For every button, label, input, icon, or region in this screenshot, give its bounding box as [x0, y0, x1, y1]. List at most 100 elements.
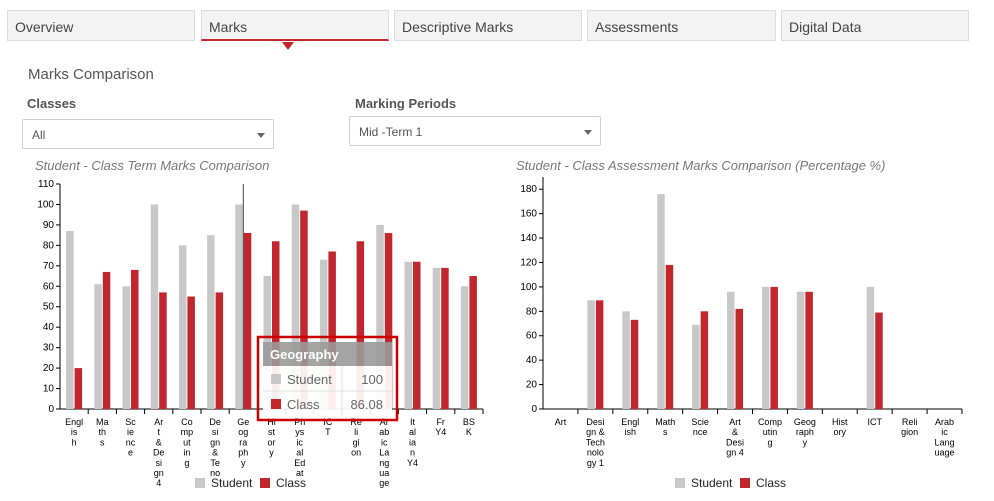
tooltip-title: Geography: [270, 347, 339, 362]
y-tick-label: 90: [43, 220, 55, 231]
tab-descriptive-marks[interactable]: Descriptive Marks: [394, 10, 582, 41]
x-category-label: n: [410, 448, 415, 458]
x-category-label: y: [269, 448, 274, 458]
y-tick-label: 120: [520, 257, 537, 268]
y-tick-label: 100: [37, 199, 54, 210]
x-category-label: Y4: [407, 458, 418, 468]
x-category-label: ys: [295, 427, 305, 437]
x-category-label: si: [212, 427, 219, 437]
x-category-label: gy 1: [587, 458, 604, 468]
tab-bar: Overview Marks Descriptive Marks Assessm…: [7, 10, 969, 43]
y-tick-label: 100: [520, 282, 537, 293]
x-category-label: Tech: [586, 437, 605, 447]
x-category-label: gn 4: [726, 448, 744, 458]
tab-digital-data[interactable]: Digital Data: [781, 10, 969, 41]
bar-class: [215, 292, 224, 409]
active-tab-caret-icon: [282, 42, 294, 50]
x-category-label: Lang: [935, 437, 955, 447]
tooltip-header: [263, 342, 392, 366]
bar-class: [102, 271, 111, 409]
x-category-label: ua: [379, 468, 389, 478]
x-category-label: IC: [323, 417, 333, 427]
y-tick-label: 70: [43, 261, 55, 272]
x-category-label: li: [354, 427, 358, 437]
y-tick-label: 40: [526, 355, 538, 366]
x-category-label: Ed: [294, 458, 305, 468]
x-category-label: h: [72, 437, 77, 447]
x-category-label: ory: [834, 427, 847, 437]
chevron-down-icon: [257, 133, 265, 138]
y-tick-label: 80: [526, 306, 538, 317]
tooltip-highlight-frame: [256, 335, 399, 422]
legend-swatch-class: [260, 478, 270, 488]
x-category-label: uage: [935, 448, 955, 458]
bar-student: [587, 300, 595, 409]
bar-class: [595, 300, 604, 409]
legend-swatch-student: [675, 478, 685, 488]
tooltip-row-value: 100: [361, 372, 383, 387]
x-category-label: th: [99, 427, 107, 437]
bar-class: [413, 261, 421, 409]
x-category-label: Hist: [832, 417, 848, 427]
x-category-label: ut: [183, 437, 191, 447]
x-category-label: Sc: [125, 417, 136, 427]
y-tick-label: 0: [48, 404, 54, 415]
bar-student: [376, 224, 384, 409]
x-category-label: Reli: [902, 417, 918, 427]
bar-class: [805, 291, 813, 409]
x-category-label: T: [325, 427, 331, 437]
y-tick-label: 180: [520, 184, 537, 195]
bar-class: [700, 311, 709, 409]
bar-class: [441, 267, 449, 409]
x-category-label: Te: [210, 458, 220, 468]
chart-tooltip: Geography Student 100 Class 86.08: [256, 335, 399, 422]
x-category-label: og: [238, 427, 248, 437]
x-category-label: Art: [555, 417, 567, 427]
bar-class: [665, 264, 674, 409]
y-tick-label: 50: [43, 302, 55, 313]
y-tick-label: 60: [43, 281, 55, 292]
chart-legend: Student Class: [675, 476, 786, 490]
bar-student: [207, 235, 215, 409]
x-category-label: Arab: [935, 417, 954, 427]
x-category-label: st: [268, 427, 276, 437]
x-category-label: or: [267, 437, 275, 447]
classes-select[interactable]: All: [22, 119, 274, 149]
legend-swatch-student: [195, 478, 205, 488]
legend-swatch-class: [740, 478, 750, 488]
x-category-label: raph: [796, 427, 814, 437]
x-category-label: Ph: [294, 417, 305, 427]
x-category-label: is: [71, 427, 78, 437]
x-category-label: gn &: [586, 427, 605, 437]
x-category-label: ie: [127, 427, 134, 437]
bar-class: [328, 251, 336, 409]
bar-student: [94, 284, 102, 409]
bar-class: [469, 276, 477, 409]
x-category-label: Y4: [435, 427, 446, 437]
bar-class: [630, 319, 639, 409]
x-category-label: &: [156, 437, 162, 447]
tooltip-row-value: 86.08: [350, 397, 383, 412]
x-category-label: Art: [729, 417, 741, 427]
x-category-label: Desi: [726, 437, 744, 447]
tab-overview[interactable]: Overview: [7, 10, 195, 41]
bar-student: [150, 204, 159, 409]
bar-student: [460, 286, 469, 409]
marking-periods-select[interactable]: Mid -Term 1: [349, 116, 601, 146]
x-category-label: La: [379, 448, 389, 458]
marking-periods-label: Marking Periods: [355, 96, 457, 111]
x-category-label: al: [296, 448, 303, 458]
x-category-label: &: [212, 448, 218, 458]
assessment-chart-title: Student - Class Assessment Marks Compari…: [516, 158, 886, 173]
x-category-label: no: [210, 468, 220, 478]
x-category-label: mp: [181, 427, 194, 437]
x-category-label: e: [128, 448, 133, 458]
tab-marks[interactable]: Marks: [201, 10, 389, 41]
x-category-label: s: [100, 437, 105, 447]
x-category-label: on: [351, 448, 361, 458]
x-category-label: Co: [181, 417, 193, 427]
bar-student: [235, 204, 243, 409]
tab-assessments[interactable]: Assessments: [587, 10, 776, 41]
